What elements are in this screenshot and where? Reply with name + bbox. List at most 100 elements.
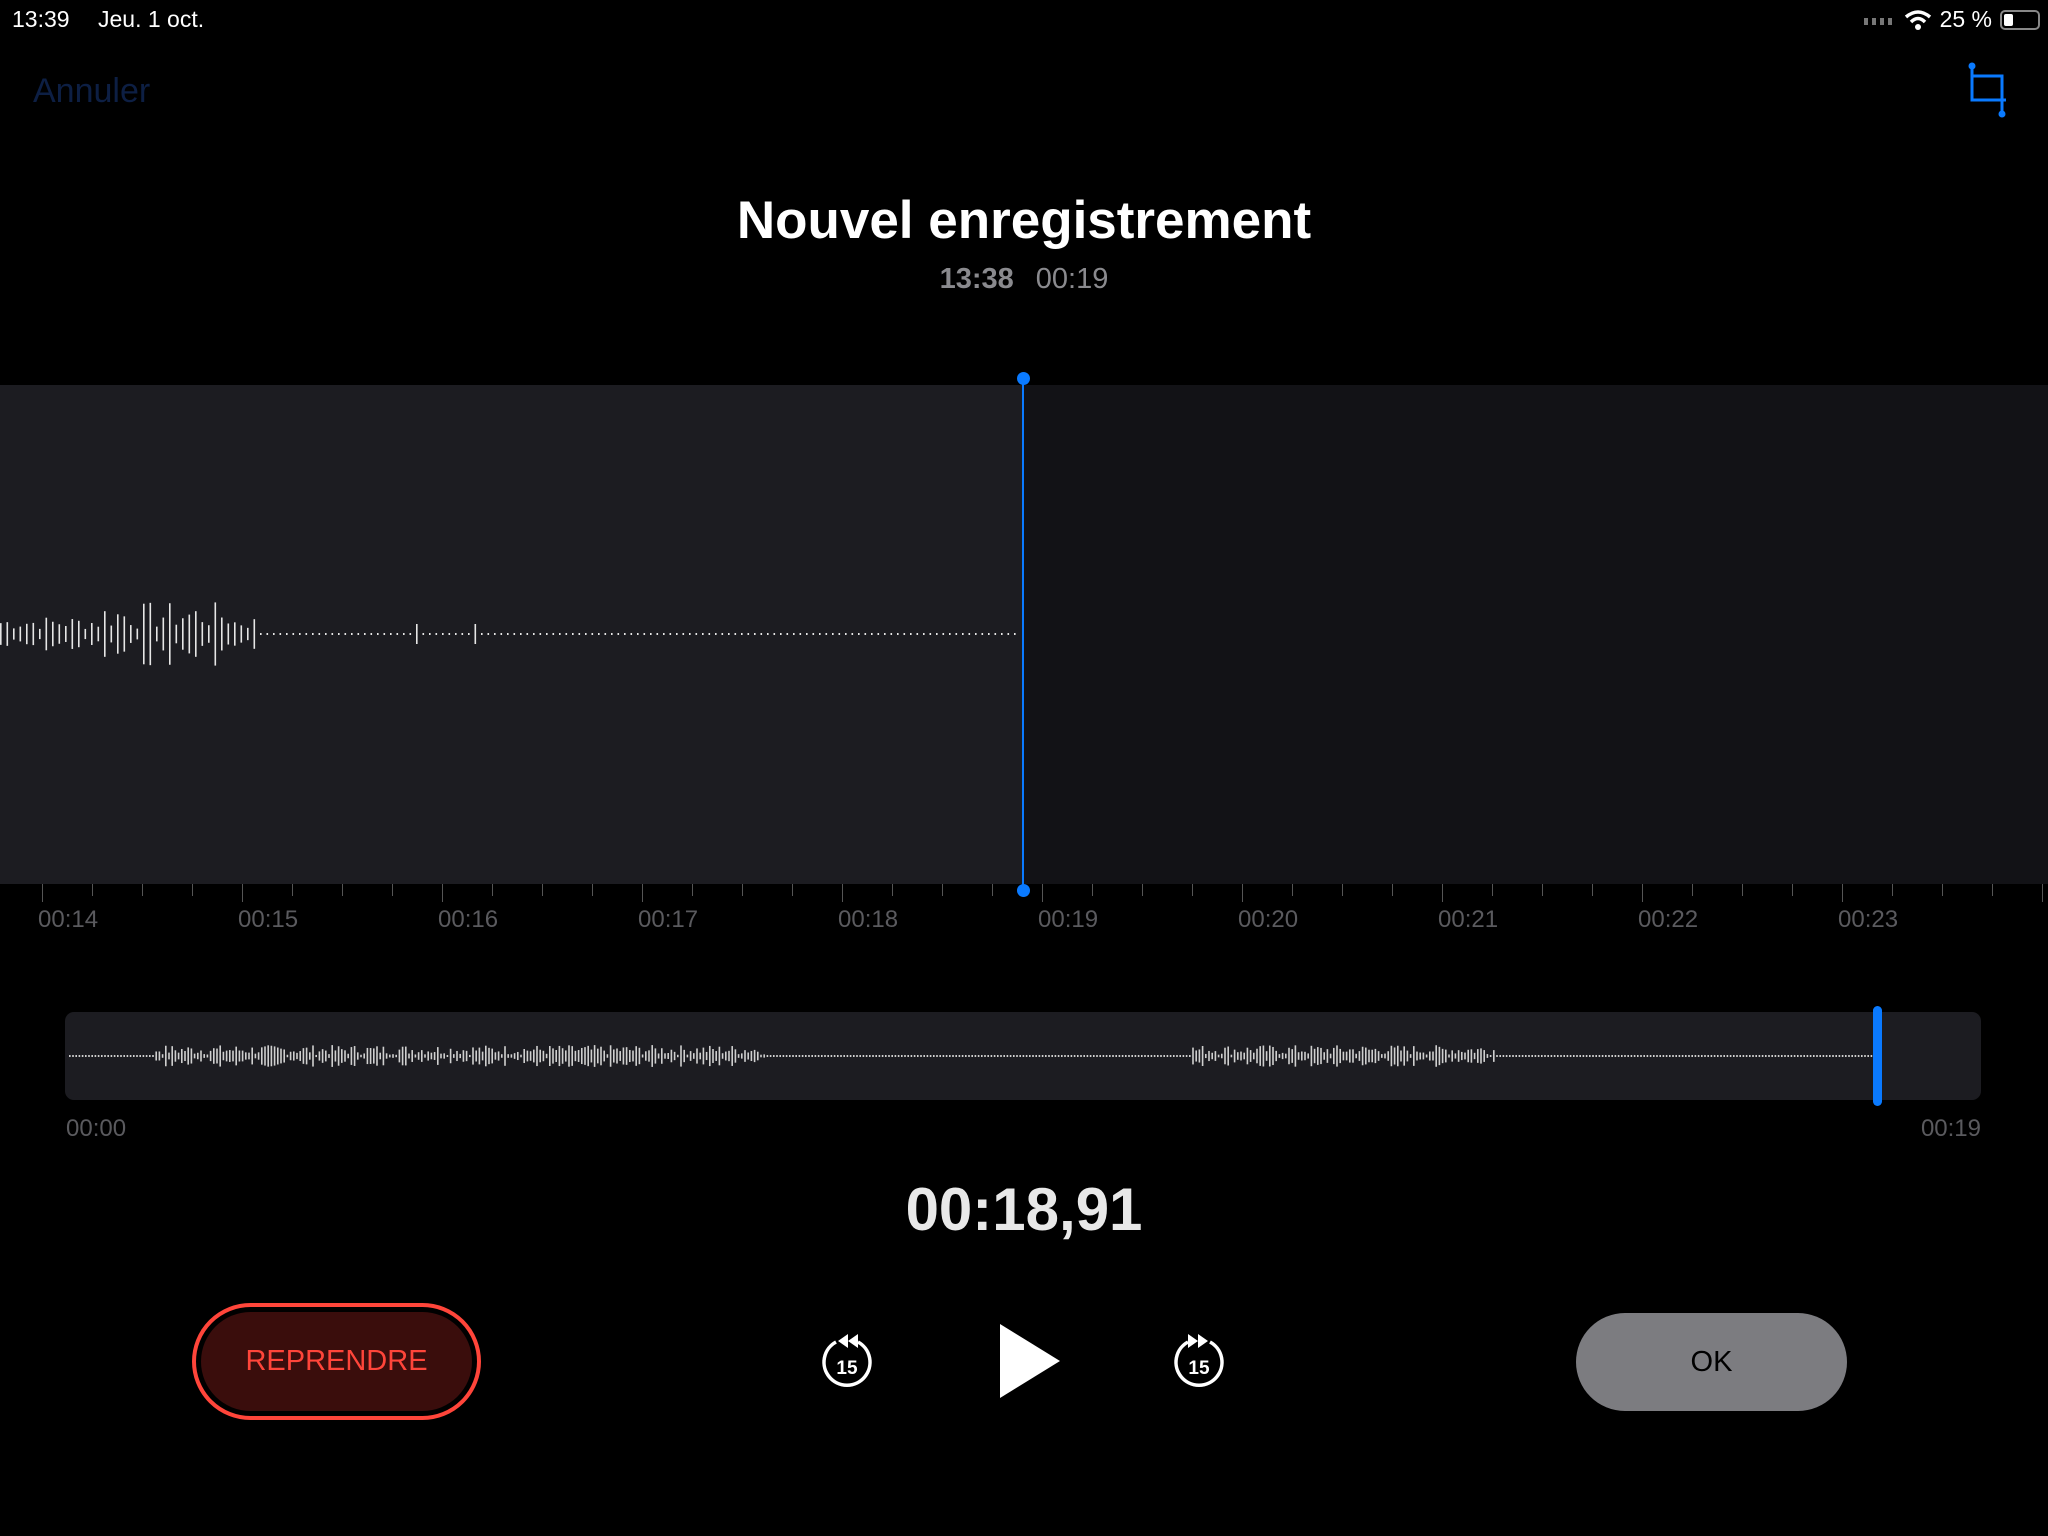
skip-forward-15-button[interactable]: 15 xyxy=(1170,1330,1228,1392)
waveform-bar xyxy=(1781,1055,1783,1057)
waveform-bar xyxy=(1125,1055,1127,1057)
status-time: 13:39 xyxy=(12,6,70,32)
waveform-bar xyxy=(1377,1051,1380,1061)
ruler-tick xyxy=(1542,884,1543,896)
waveform-bar xyxy=(1761,1055,1764,1057)
waveform-bar xyxy=(88,1055,90,1057)
waveform-bar xyxy=(651,1045,653,1067)
waveform-bar xyxy=(929,633,932,635)
waveform-bar xyxy=(574,1050,577,1062)
waveform-bar xyxy=(500,633,503,635)
waveform-bar xyxy=(1025,1055,1028,1057)
waveform-bar xyxy=(622,1047,625,1065)
waveform-bar xyxy=(993,1055,996,1057)
waveform-bar xyxy=(1019,1055,1021,1057)
waveform-bar xyxy=(283,1049,285,1063)
overview-scrubber[interactable] xyxy=(65,1012,1981,1100)
waveform-bar xyxy=(846,1055,849,1057)
waveform-bar xyxy=(715,633,717,635)
ruler-tick xyxy=(1892,884,1893,896)
waveform-bar xyxy=(1093,1055,1095,1057)
waveform-bar xyxy=(1675,1055,1677,1057)
waveform-empty-area[interactable] xyxy=(1023,385,2048,884)
waveform-bar xyxy=(984,1055,986,1057)
waveform-bar xyxy=(1601,1055,1604,1057)
waveform-bar xyxy=(309,1052,311,1060)
ruler-tick xyxy=(1042,884,1043,902)
waveform-bar xyxy=(1000,1055,1002,1057)
waveform-bar xyxy=(1637,1055,1639,1057)
waveform-bar xyxy=(1192,1047,1194,1065)
waveform-bar xyxy=(424,1054,426,1058)
waveform-bar xyxy=(754,633,756,635)
waveform-bar xyxy=(469,1054,471,1058)
cancel-button[interactable]: Annuler xyxy=(33,72,151,110)
waveform-bar xyxy=(32,622,35,646)
waveform-bar xyxy=(849,1055,852,1057)
waveform-bar xyxy=(408,1053,410,1059)
waveform-bar xyxy=(968,1055,970,1057)
waveform-bar xyxy=(994,633,997,635)
playhead[interactable] xyxy=(1022,379,1024,891)
resume-recording-button[interactable]: REPRENDRE xyxy=(192,1303,481,1420)
waveform-bar xyxy=(737,1054,740,1058)
waveform-bar xyxy=(539,1049,541,1063)
waveform-bar xyxy=(97,1055,100,1057)
waveform-bar xyxy=(347,1053,349,1059)
waveform-bar xyxy=(877,633,880,635)
waveform-bar xyxy=(1307,1053,1309,1059)
waveform-bar xyxy=(422,633,425,635)
waveform-bar xyxy=(945,1055,948,1057)
waveform-bar xyxy=(280,1048,282,1064)
waveform-bar xyxy=(1070,1055,1073,1057)
crop-trim-icon[interactable] xyxy=(1968,62,2012,118)
play-button[interactable] xyxy=(998,1322,1062,1400)
ruler-tick xyxy=(42,884,43,902)
waveform-bar xyxy=(203,1054,205,1058)
waveform-bar xyxy=(507,1054,509,1058)
waveform-bar xyxy=(273,1046,276,1066)
waveform-bar xyxy=(1041,1055,1044,1057)
waveform-bar xyxy=(885,1055,887,1057)
recording-title[interactable]: Nouvel enregistrement xyxy=(736,191,1312,250)
waveform-bar xyxy=(558,1045,561,1067)
waveform-bar xyxy=(385,1053,388,1059)
waveform-bar xyxy=(266,633,269,635)
waveform-bar xyxy=(598,633,600,635)
play-icon xyxy=(1000,1324,1060,1398)
waveform-bar xyxy=(1829,1055,1831,1057)
waveform-bar xyxy=(19,626,22,642)
ok-button[interactable]: OK xyxy=(1576,1313,1847,1411)
waveform-bar xyxy=(760,633,763,635)
overview-position-handle[interactable] xyxy=(1873,1006,1882,1106)
waveform-bar xyxy=(1035,1055,1037,1057)
playhead-top-handle[interactable] xyxy=(1017,372,1030,385)
waveform-bar xyxy=(1678,1055,1681,1057)
waveform-bar xyxy=(1499,1055,1501,1057)
playhead-bottom-handle[interactable] xyxy=(1017,884,1030,897)
waveform-bar xyxy=(670,1049,673,1063)
waveform-bar xyxy=(101,1055,103,1057)
waveform-bar xyxy=(1179,1055,1181,1057)
waveform-bar xyxy=(325,633,327,635)
waveform-bar xyxy=(338,633,340,635)
skip-back-15-button[interactable]: 15 xyxy=(818,1330,876,1392)
waveform-bar xyxy=(459,1053,461,1059)
waveform-bar xyxy=(1822,1055,1825,1057)
waveform-bar xyxy=(949,1055,951,1057)
waveform-bar xyxy=(1387,1051,1389,1061)
waveform-bar xyxy=(702,1047,705,1065)
waveform-bar xyxy=(299,1051,301,1061)
waveform-bar xyxy=(584,1047,586,1065)
battery-percent: 25 % xyxy=(1939,6,1992,32)
ruler-tick xyxy=(1942,884,1943,896)
waveform-bar xyxy=(664,1053,666,1059)
waveform-bar xyxy=(1707,1055,1709,1057)
waveform-bar xyxy=(145,1055,148,1057)
waveform-bar xyxy=(833,1055,836,1057)
waveform-bar xyxy=(1505,1055,1508,1057)
waveform-bar xyxy=(1537,1055,1540,1057)
waveform-bar xyxy=(1403,1046,1405,1066)
waveform-bar xyxy=(587,1045,589,1067)
waveform-bar xyxy=(926,1055,929,1057)
